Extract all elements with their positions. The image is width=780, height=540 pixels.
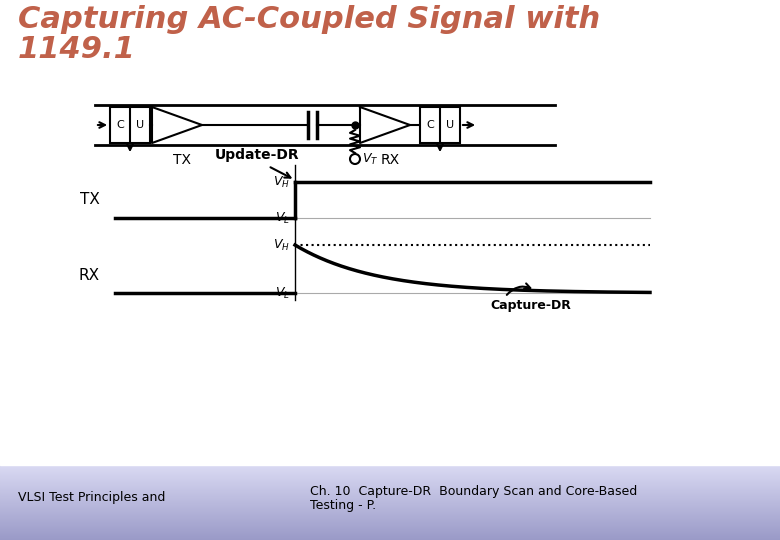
Bar [0, 532, 780, 533]
Text: U: U [136, 120, 144, 130]
Text: RX: RX [381, 153, 399, 167]
Bar [0, 538, 780, 539]
Bar [0, 481, 780, 482]
Bar [0, 491, 780, 492]
Bar [0, 512, 780, 513]
Bar [0, 497, 780, 498]
Bar [0, 467, 780, 468]
Bar [0, 522, 780, 523]
Bar [0, 496, 780, 497]
Bar [0, 539, 780, 540]
Bar [0, 494, 780, 495]
Circle shape [350, 154, 360, 164]
Bar [0, 493, 780, 494]
Bar [0, 498, 780, 499]
Bar [0, 518, 780, 519]
Bar [0, 514, 780, 515]
Bar [0, 490, 780, 491]
Bar [0, 471, 780, 472]
Text: $V_H$: $V_H$ [273, 174, 290, 190]
Bar [0, 528, 780, 529]
Bar [0, 486, 780, 487]
Bar [0, 499, 780, 500]
Bar [0, 480, 780, 481]
Bar [0, 515, 780, 516]
Bar [0, 477, 780, 478]
Bar [0, 537, 780, 538]
Bar [0, 501, 780, 502]
Bar [0, 469, 780, 470]
Bar [0, 529, 780, 530]
Bar [0, 508, 780, 509]
Bar [0, 503, 780, 504]
Bar [0, 476, 780, 477]
Bar [0, 474, 780, 475]
Text: C: C [426, 120, 434, 130]
Bar [0, 526, 780, 527]
Bar [0, 468, 780, 469]
Bar [0, 484, 780, 485]
Bar [0, 495, 780, 496]
Bar [0, 505, 780, 506]
Bar [0, 509, 780, 510]
Text: Testing - P.: Testing - P. [310, 500, 376, 512]
Bar [0, 521, 780, 522]
Bar [0, 511, 780, 512]
Bar [0, 506, 780, 507]
Bar [0, 527, 780, 528]
Bar [0, 536, 780, 537]
Bar [0, 530, 780, 531]
Text: C: C [116, 120, 124, 130]
Bar [0, 500, 780, 501]
Bar [110, 107, 150, 143]
Bar [0, 535, 780, 536]
Bar [0, 478, 780, 479]
Bar [0, 525, 780, 526]
Text: Capturing AC-Coupled Signal with: Capturing AC-Coupled Signal with [18, 5, 601, 34]
Text: TX: TX [80, 192, 100, 207]
Bar [0, 533, 780, 534]
Text: Update-DR: Update-DR [215, 148, 300, 162]
Bar [0, 488, 780, 489]
Text: Ch. 10  Capture-DR  Boundary Scan and Core-Based: Ch. 10 Capture-DR Boundary Scan and Core… [310, 485, 637, 498]
Bar [0, 517, 780, 518]
Bar [0, 475, 780, 476]
Text: $V_T$: $V_T$ [362, 151, 378, 166]
Bar [0, 473, 780, 474]
Bar [0, 516, 780, 517]
Text: 1149.1: 1149.1 [18, 35, 136, 64]
Bar [0, 483, 780, 484]
Bar [0, 524, 780, 525]
Bar [0, 519, 780, 520]
Bar [0, 534, 780, 535]
Text: $V_L$: $V_L$ [275, 211, 290, 226]
Text: U: U [446, 120, 454, 130]
Bar [0, 531, 780, 532]
Text: TX: TX [173, 153, 191, 167]
Bar [0, 510, 780, 511]
Bar [0, 489, 780, 490]
Bar [0, 507, 780, 508]
Bar [0, 504, 780, 505]
Bar [0, 502, 780, 503]
Bar [0, 465, 780, 466]
Bar [0, 487, 780, 488]
Bar [0, 482, 780, 483]
Bar [0, 523, 780, 524]
Bar [0, 470, 780, 471]
Bar [0, 520, 780, 521]
Bar [0, 0, 780, 465]
Text: $V_L$: $V_L$ [275, 286, 290, 301]
Bar [420, 107, 460, 143]
Text: VLSI Test Principles and: VLSI Test Principles and [18, 490, 165, 503]
Bar [0, 479, 780, 480]
Bar [0, 485, 780, 486]
Bar [0, 492, 780, 493]
Bar [0, 466, 780, 467]
Bar [0, 513, 780, 514]
Text: RX: RX [79, 267, 100, 282]
Text: $V_H$: $V_H$ [273, 238, 290, 253]
Text: Capture-DR: Capture-DR [490, 299, 571, 312]
Bar [0, 472, 780, 473]
